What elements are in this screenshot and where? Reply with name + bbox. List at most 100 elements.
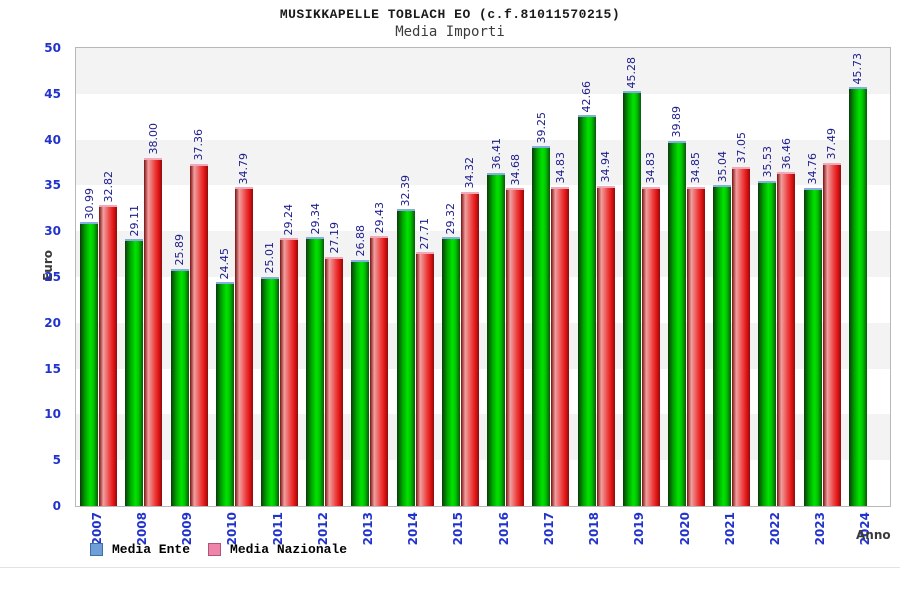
bar-red bbox=[641, 186, 660, 506]
y-tick-label: 30 bbox=[44, 224, 61, 239]
bar-cell: 42.66 bbox=[577, 48, 596, 506]
bar-cell: 34.68 bbox=[506, 48, 525, 506]
bar-cell: 32.39 bbox=[396, 48, 415, 506]
bar-red bbox=[460, 191, 479, 506]
plot-band bbox=[76, 185, 890, 232]
x-tick-label: 2016 bbox=[496, 512, 511, 546]
bar-value-label: 34.85 bbox=[689, 152, 703, 184]
bar-value-label: 34.79 bbox=[237, 152, 251, 185]
bar-cell: 34.85 bbox=[686, 48, 705, 506]
x-tick-label: 2022 bbox=[767, 512, 782, 546]
bar-cell: 45.28 bbox=[622, 48, 641, 506]
x-tick-label: 2015 bbox=[451, 512, 466, 546]
bar-cell: 37.49 bbox=[822, 48, 841, 506]
plot-band bbox=[76, 322, 890, 369]
bar-red bbox=[506, 188, 525, 506]
bar-cell: 27.19 bbox=[325, 48, 344, 506]
plot-band bbox=[76, 460, 890, 506]
media-nazionale-swatch-icon bbox=[208, 543, 222, 556]
x-tick-label: 2013 bbox=[360, 512, 375, 546]
bar-value-label: 25.01 bbox=[263, 242, 277, 274]
x-tick-label: 2020 bbox=[677, 512, 692, 546]
bar-cell bbox=[867, 48, 886, 506]
bar-value-label: 37.05 bbox=[734, 132, 748, 164]
bar-cell: 29.32 bbox=[441, 48, 460, 506]
bar-cell: 25.89 bbox=[170, 48, 189, 506]
x-tick-label: 2008 bbox=[134, 512, 149, 546]
bar-cell: 34.76 bbox=[803, 48, 822, 506]
bar-cell: 26.88 bbox=[351, 48, 370, 506]
bar-value-label: 37.36 bbox=[192, 129, 206, 161]
bar-value-label: 36.41 bbox=[489, 138, 503, 170]
legend-entry-media-nazionale: Media Nazionale bbox=[208, 542, 347, 557]
bar-cell: 39.25 bbox=[532, 48, 551, 506]
bar-group: 42.66 34.94 bbox=[577, 48, 615, 506]
bar-cell: 39.89 bbox=[667, 48, 686, 506]
bar-cell: 30.99 bbox=[80, 48, 99, 506]
bar-cell: 35.53 bbox=[758, 48, 777, 506]
plot-band bbox=[76, 368, 890, 415]
y-tick-label: 40 bbox=[44, 132, 61, 147]
bar-cell: 35.04 bbox=[713, 48, 732, 506]
bar-group: 29.11 38.00 bbox=[125, 48, 163, 506]
y-axis-ticks: 0 5 10 15 20 25 30 35 40 45 50 bbox=[0, 41, 68, 513]
bar-green bbox=[532, 146, 551, 506]
legend-entry-media-ente: Media Ente bbox=[90, 542, 190, 557]
bar-red bbox=[189, 163, 208, 506]
bar-value-label: 34.83 bbox=[644, 152, 658, 184]
bar-red bbox=[596, 185, 615, 506]
bar-red bbox=[279, 238, 298, 506]
bar-value-label: 29.11 bbox=[127, 204, 141, 237]
bar-value-label: 39.89 bbox=[670, 106, 684, 138]
bar-cell: 36.41 bbox=[487, 48, 506, 506]
x-tick-label: 2007 bbox=[89, 512, 104, 546]
chart-subtitle: Media Importi bbox=[395, 24, 505, 40]
bar-value-label: 34.83 bbox=[553, 152, 567, 184]
y-tick-label: 50 bbox=[44, 41, 61, 55]
bottom-divider bbox=[0, 567, 900, 568]
bar-groups: 30.99 32.82 29.11 38.00 25.89 37.36 24.45 34.79… bbox=[76, 48, 890, 506]
bar-group: 45.28 34.83 bbox=[622, 48, 660, 506]
bar-value-label: 34.94 bbox=[599, 151, 613, 183]
x-tick-label: 2021 bbox=[722, 512, 737, 546]
y-tick-label: 35 bbox=[44, 178, 61, 193]
y-tick-label: 25 bbox=[44, 270, 61, 284]
bar-red bbox=[370, 236, 389, 506]
bar-group: 30.99 32.82 bbox=[80, 48, 118, 506]
x-tick-label: 2012 bbox=[315, 512, 330, 546]
bar-cell: 25.01 bbox=[260, 48, 279, 506]
bar-value-label: 29.34 bbox=[308, 202, 322, 235]
bar-green bbox=[713, 185, 732, 506]
x-tick-label: 2018 bbox=[587, 512, 602, 546]
x-tick-label: 2009 bbox=[180, 512, 195, 546]
legend-label-media-ente: Media Ente bbox=[112, 542, 191, 557]
x-axis-title: Anno bbox=[856, 528, 891, 542]
bar-green bbox=[215, 282, 234, 506]
bar-group: 39.89 34.85 bbox=[667, 48, 705, 506]
bar-green bbox=[667, 140, 686, 506]
x-tick-label: 2010 bbox=[225, 512, 240, 546]
bar-red bbox=[144, 157, 163, 506]
y-tick-label: 10 bbox=[44, 407, 61, 422]
plot-band bbox=[76, 231, 890, 277]
bar-green bbox=[487, 172, 506, 506]
y-tick-label: 15 bbox=[44, 361, 61, 376]
bar-value-label: 34.76 bbox=[806, 153, 820, 185]
bar-value-label: 29.32 bbox=[444, 202, 458, 235]
y-tick-label: 5 bbox=[52, 453, 61, 468]
bar-group: 45.73 bbox=[848, 48, 886, 506]
bar-cell: 45.73 bbox=[848, 48, 867, 506]
bar-green bbox=[306, 237, 325, 506]
bar-cell: 36.46 bbox=[777, 48, 796, 506]
bar-green bbox=[441, 237, 460, 506]
bar-cell: 24.45 bbox=[215, 48, 234, 506]
bar-value-label: 36.46 bbox=[779, 137, 793, 170]
bar-value-label: 39.25 bbox=[534, 111, 548, 144]
bar-green bbox=[260, 276, 279, 506]
plot-band bbox=[76, 139, 890, 186]
bar-group: 36.41 34.68 bbox=[487, 48, 525, 506]
bar-value-label: 45.73 bbox=[851, 52, 865, 85]
bar-cell: 29.24 bbox=[279, 48, 298, 506]
bar-group: 32.39 27.71 bbox=[396, 48, 434, 506]
bar-green bbox=[125, 239, 144, 506]
